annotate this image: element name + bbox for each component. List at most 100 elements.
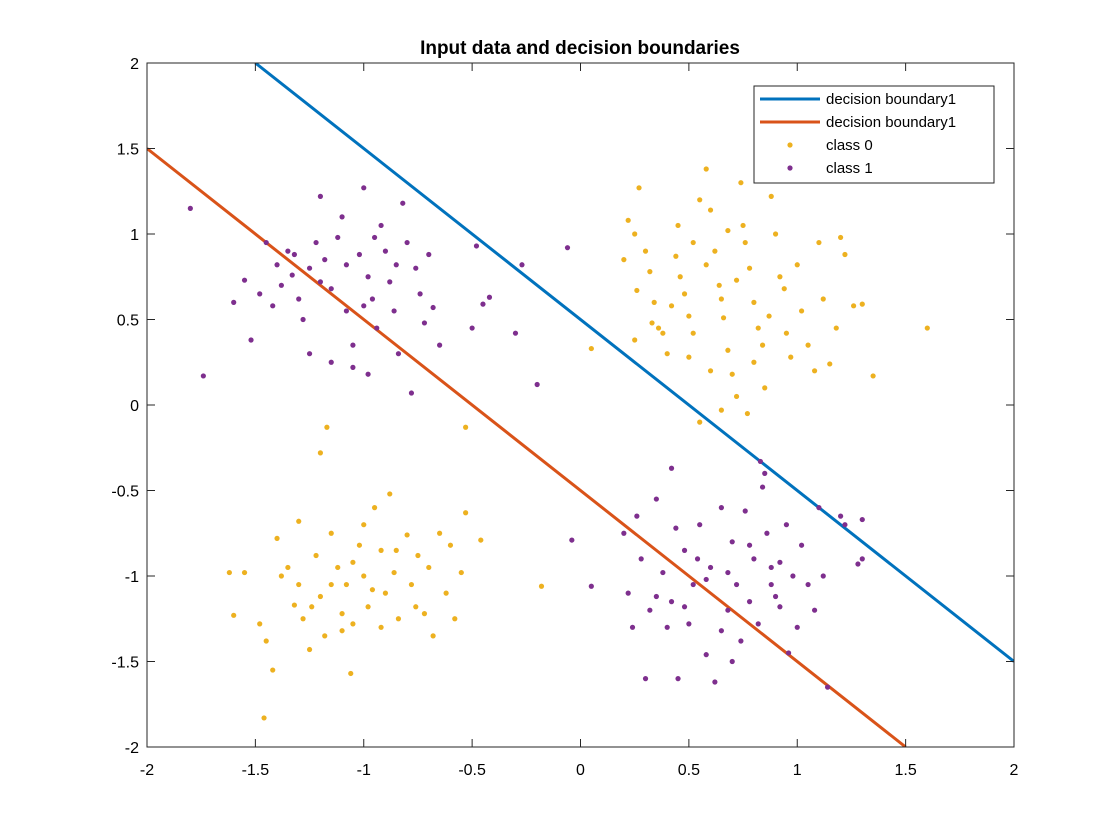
class-1-point xyxy=(328,359,334,365)
class-1-point xyxy=(718,628,724,634)
class-0-point xyxy=(842,251,848,258)
y-tick-label: -1 xyxy=(125,569,139,586)
class-1-point xyxy=(512,330,519,336)
class-1-point xyxy=(742,508,748,514)
class-0-point xyxy=(636,185,642,191)
class-1-point xyxy=(564,245,571,251)
class-0-point xyxy=(437,530,443,536)
class-0-point xyxy=(621,257,627,263)
class-1-point xyxy=(855,561,861,567)
class-0-point xyxy=(820,296,826,302)
class-1-point xyxy=(426,251,432,258)
class-0-point xyxy=(742,239,748,246)
class-0-point xyxy=(707,368,714,374)
class-0-point xyxy=(772,231,779,237)
class-1-point xyxy=(757,458,764,465)
class-1-point xyxy=(762,470,768,476)
class-1-point xyxy=(278,282,284,288)
class-1-point xyxy=(790,573,796,579)
class-0-point xyxy=(478,537,484,543)
class-0-point xyxy=(649,320,655,326)
class-0-point xyxy=(447,542,454,548)
class-1-point xyxy=(681,547,688,553)
class-1-point xyxy=(668,599,675,605)
class-0-point xyxy=(350,621,356,627)
axis-ticks: -2 -1.5 -1 -0.5 0 0.5 1 1.5 2 -2 -1.5 -1 -0.5 0 0.5 1 1.… xyxy=(111,56,1018,779)
class-1-point xyxy=(296,296,302,302)
scatter-points xyxy=(187,166,930,721)
class-1-point xyxy=(257,291,263,297)
class-1-point xyxy=(777,604,783,610)
legend-box xyxy=(753,85,995,184)
class-1-point xyxy=(343,262,350,268)
class-1-point xyxy=(263,239,269,246)
class-1-point xyxy=(387,279,393,285)
class-0-point xyxy=(343,581,350,588)
class-0-point xyxy=(313,552,319,559)
class-1-point xyxy=(746,599,753,605)
class-0-point xyxy=(664,351,670,357)
class-0-point xyxy=(805,342,811,348)
class-1-point xyxy=(638,556,644,562)
class-0-point xyxy=(296,518,302,524)
class-0-point xyxy=(729,371,735,377)
class-1-point xyxy=(356,251,363,258)
class-0-point xyxy=(811,368,818,374)
class-1-point xyxy=(838,513,844,519)
class-1-point xyxy=(673,525,679,531)
legend-marker-swatch xyxy=(787,165,793,171)
class-0-point xyxy=(458,569,464,576)
class-0-point xyxy=(270,667,276,673)
class-1-point xyxy=(413,265,419,271)
class-1-point xyxy=(335,234,341,241)
class-1-point xyxy=(686,621,692,627)
class-0-point xyxy=(463,424,469,430)
class-0-point xyxy=(378,547,384,553)
class-1-point xyxy=(343,308,350,314)
class-1-point xyxy=(738,638,744,644)
class-0-point xyxy=(759,342,766,348)
class-1-point xyxy=(378,222,384,229)
class-0-point xyxy=(356,542,363,548)
class-0-point xyxy=(788,354,794,360)
class-0-point xyxy=(668,303,675,309)
class-1-point xyxy=(746,542,753,548)
class-0-point xyxy=(309,604,315,610)
class-1-point xyxy=(783,522,790,528)
class-0-point xyxy=(393,547,399,553)
class-1-point xyxy=(328,286,334,292)
class-1-point xyxy=(733,581,740,588)
class-0-point xyxy=(387,491,393,497)
class-0-point xyxy=(285,564,291,571)
class-1-point xyxy=(395,351,402,357)
class-0-point xyxy=(673,253,679,259)
class-1-point xyxy=(634,513,640,519)
legend-label: decision boundary1 xyxy=(826,91,956,108)
class-1-point xyxy=(371,234,378,241)
class-0-point xyxy=(328,530,334,536)
class-1-point xyxy=(816,505,822,511)
class-1-point xyxy=(625,590,631,596)
class-1-point xyxy=(391,308,397,314)
class-0-point xyxy=(348,670,354,677)
class-1-point xyxy=(712,679,718,685)
class-0-point xyxy=(703,166,709,172)
class-1-point xyxy=(694,556,701,562)
class-0-point xyxy=(382,590,389,596)
class-1-point xyxy=(660,569,666,576)
class-0-point xyxy=(924,325,930,331)
class-1-point xyxy=(653,496,659,502)
class-0-point xyxy=(588,345,594,352)
class-0-point xyxy=(766,313,772,319)
class-0-point xyxy=(768,193,774,199)
class-0-point xyxy=(306,646,313,653)
class-1-point xyxy=(248,337,254,343)
x-tick-label: 0.5 xyxy=(678,762,700,779)
class-1-point xyxy=(437,342,443,348)
class-0-point xyxy=(371,505,378,511)
x-tick-label: -1 xyxy=(357,762,371,779)
class-1-point xyxy=(842,522,848,528)
class-0-point xyxy=(328,581,334,588)
class-0-point xyxy=(317,593,323,600)
class-1-point xyxy=(697,522,703,528)
